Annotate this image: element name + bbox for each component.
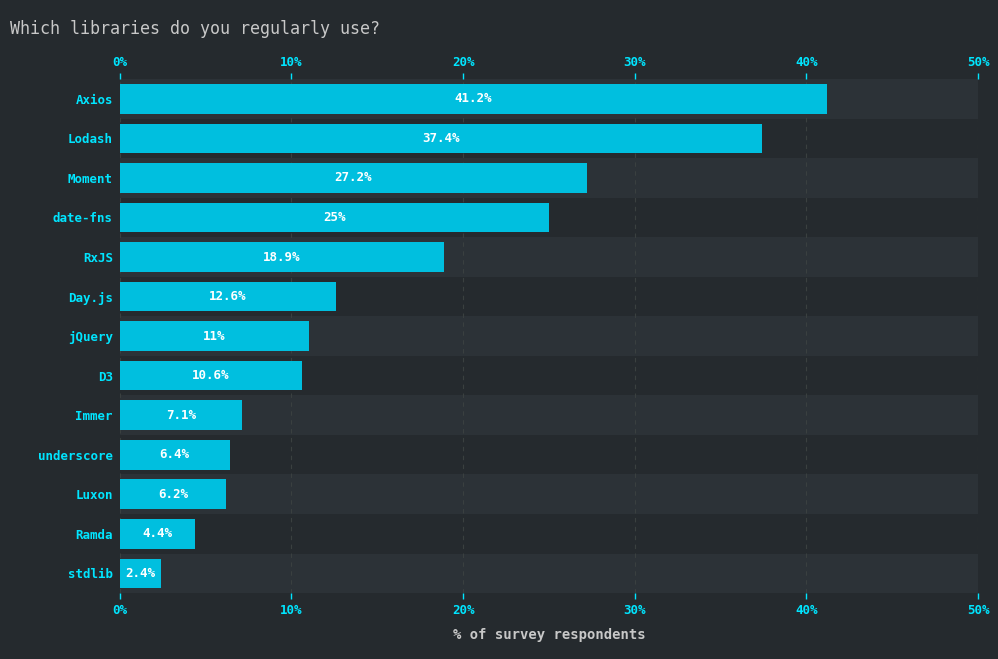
Text: 6.2%: 6.2% — [158, 488, 188, 501]
Bar — [120, 356, 978, 395]
Bar — [120, 84, 827, 113]
Bar — [120, 282, 336, 312]
Bar — [120, 514, 978, 554]
Bar — [120, 361, 301, 390]
Bar — [120, 163, 587, 193]
Bar — [120, 401, 242, 430]
Bar — [120, 242, 444, 272]
Bar — [120, 480, 227, 509]
Bar — [120, 119, 978, 158]
Bar — [120, 435, 978, 474]
Bar — [120, 79, 978, 119]
X-axis label: % of survey respondents: % of survey respondents — [452, 627, 646, 642]
Bar — [120, 277, 978, 316]
Text: 18.9%: 18.9% — [263, 250, 300, 264]
Text: 10.6%: 10.6% — [192, 369, 230, 382]
Text: 27.2%: 27.2% — [334, 171, 372, 185]
Bar — [120, 203, 549, 233]
Text: 7.1%: 7.1% — [166, 409, 196, 422]
Bar — [120, 559, 161, 588]
Bar — [120, 322, 308, 351]
Text: 25%: 25% — [323, 211, 345, 224]
Bar — [120, 554, 978, 593]
Text: 6.4%: 6.4% — [160, 448, 190, 461]
Bar — [120, 474, 978, 514]
Bar — [120, 440, 230, 469]
Text: 2.4%: 2.4% — [126, 567, 156, 580]
Text: Which libraries do you regularly use?: Which libraries do you regularly use? — [10, 20, 380, 38]
Bar — [120, 519, 196, 548]
Bar — [120, 316, 978, 356]
Text: 12.6%: 12.6% — [210, 290, 247, 303]
Text: 41.2%: 41.2% — [455, 92, 492, 105]
Bar — [120, 198, 978, 237]
Bar — [120, 395, 978, 435]
Bar — [120, 158, 978, 198]
Bar — [120, 124, 761, 153]
Text: 37.4%: 37.4% — [422, 132, 459, 145]
Bar — [120, 237, 978, 277]
Text: 4.4%: 4.4% — [143, 527, 173, 540]
Text: 11%: 11% — [203, 330, 226, 343]
